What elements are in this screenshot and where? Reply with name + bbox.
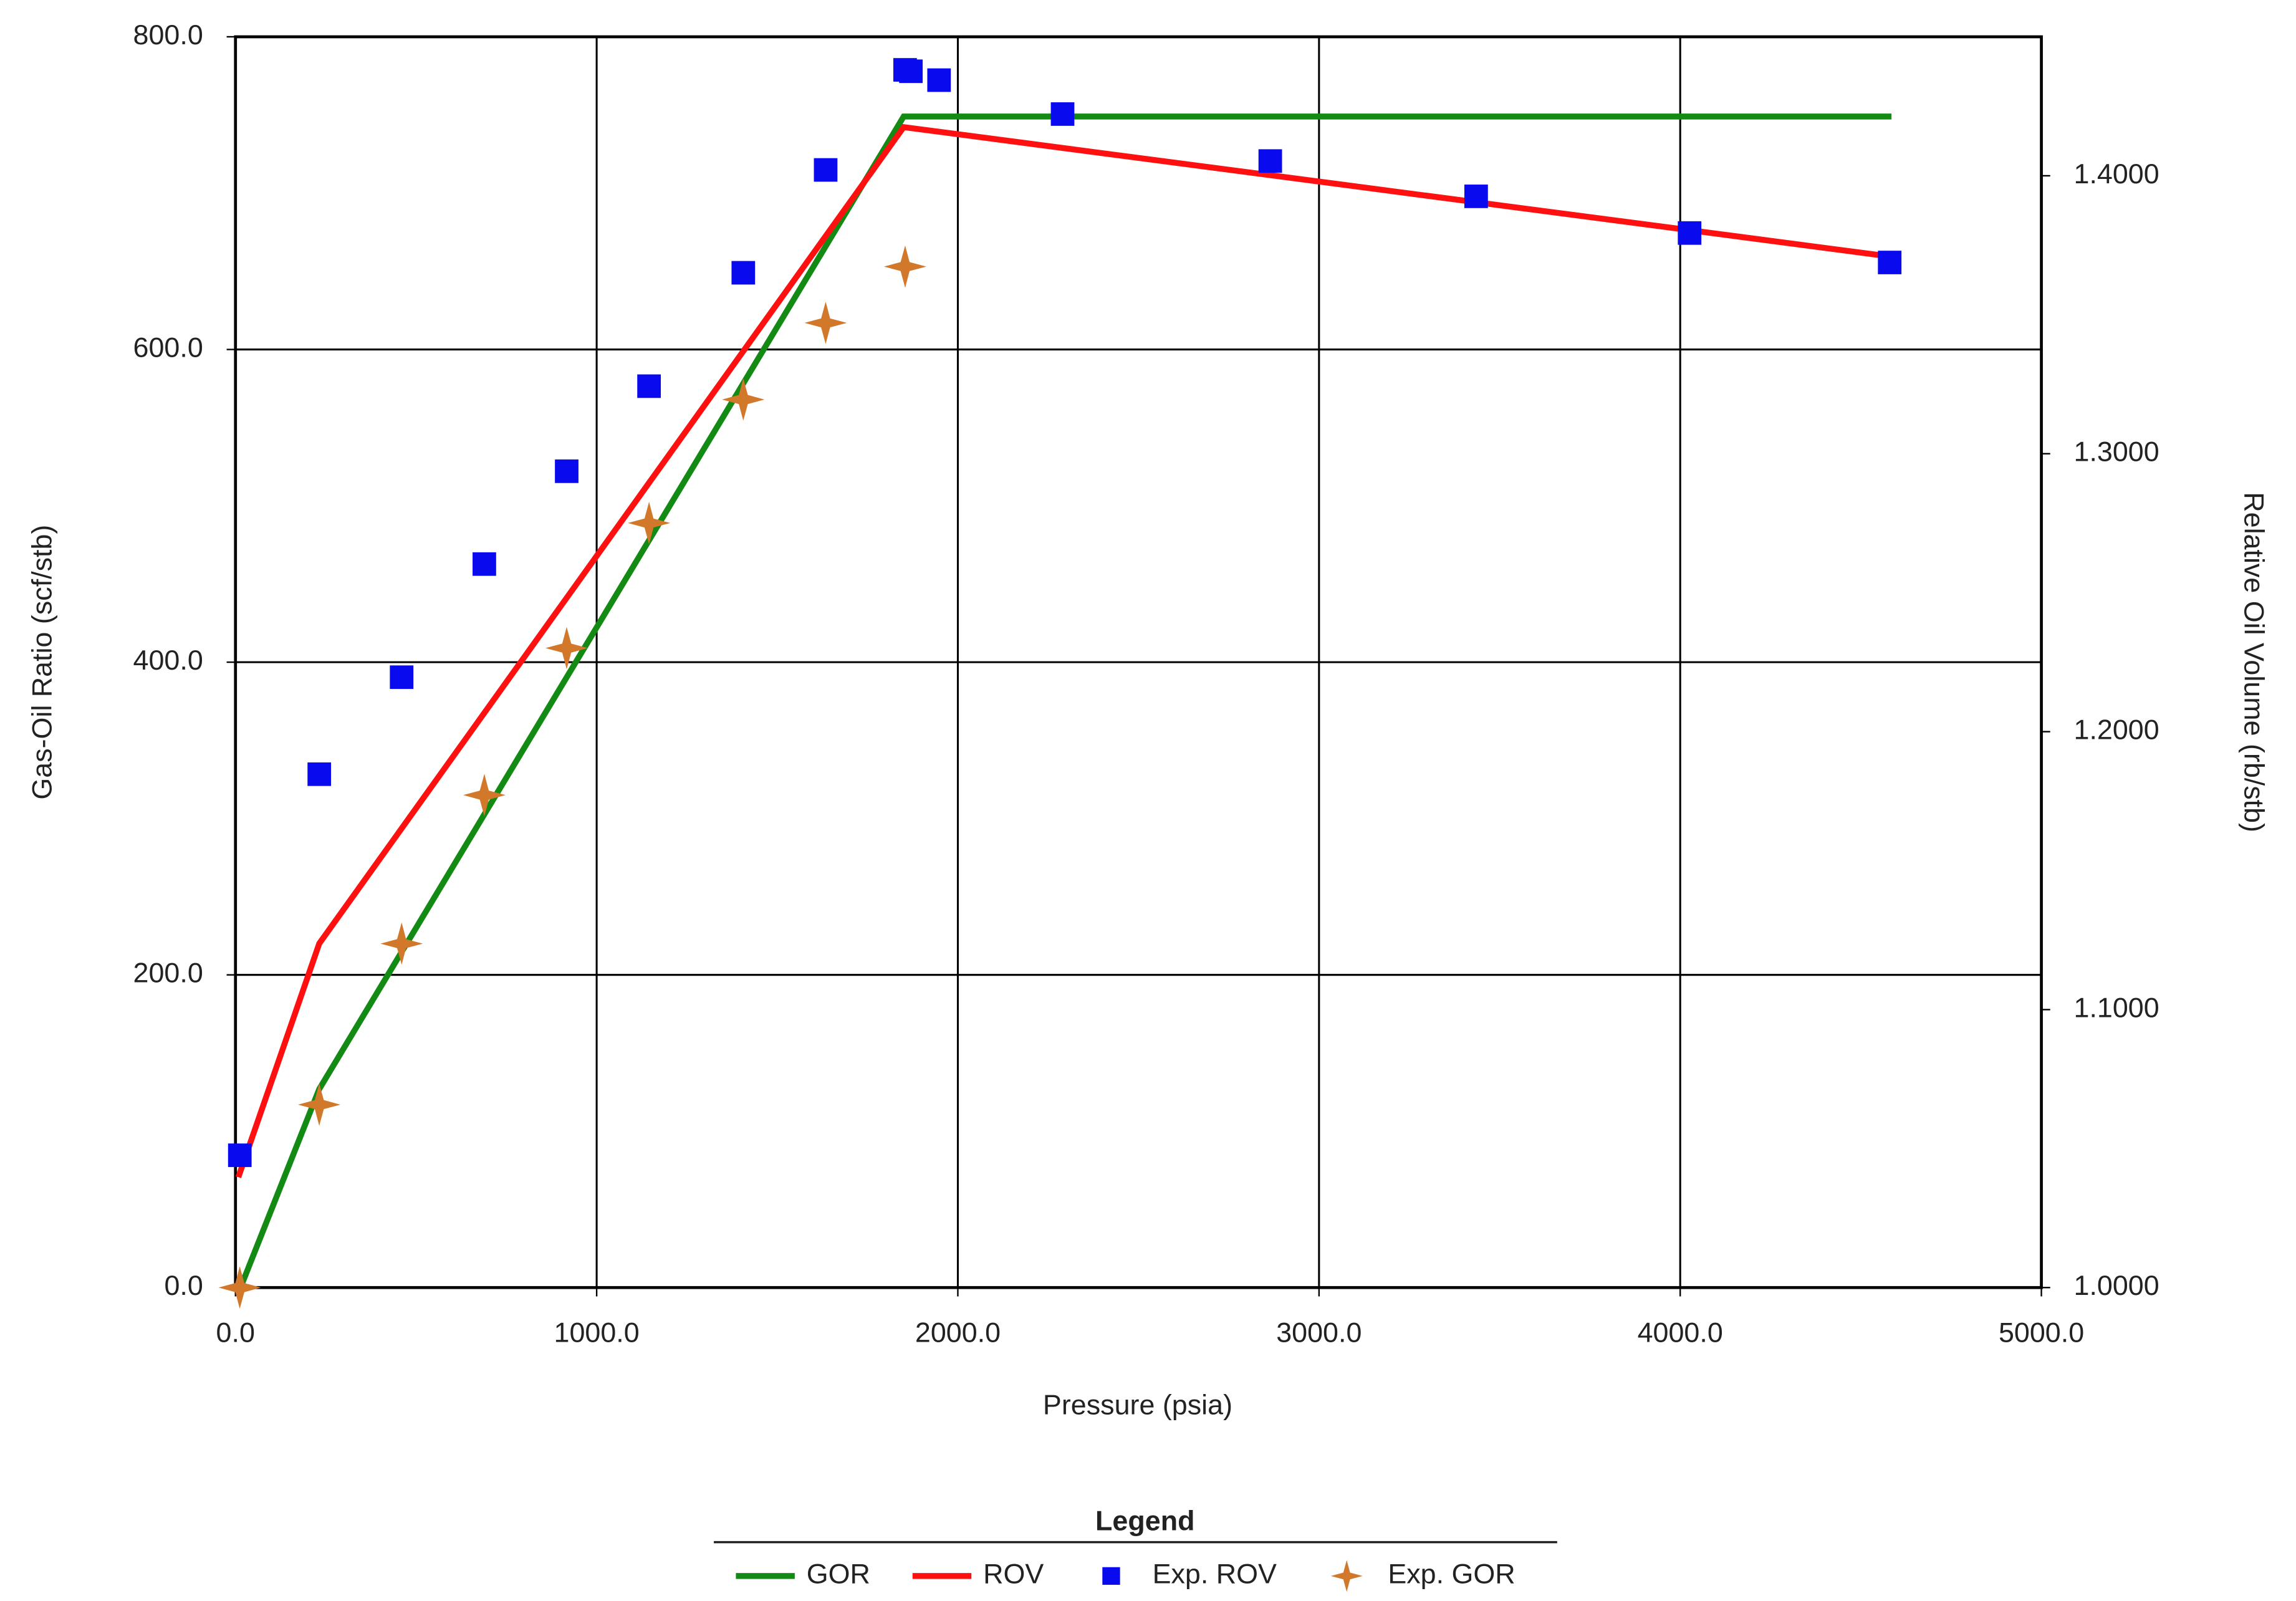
y-tick-label: 400.0 — [133, 644, 203, 676]
point — [637, 374, 661, 398]
y2-axis-title: Relative Oil Volume (rb/stb) — [2238, 492, 2270, 832]
legend-label: Exp. ROV — [1153, 1558, 1277, 1590]
y-tick-label: 0.0 — [164, 1269, 203, 1301]
y-tick-label: 200.0 — [133, 957, 203, 989]
y-tick-label: 800.0 — [133, 19, 203, 50]
point — [463, 774, 506, 817]
legend-label: GOR — [807, 1558, 870, 1590]
x-tick-label: 2000.0 — [915, 1317, 1001, 1349]
x-axis-title: Pressure (psia) — [1043, 1388, 1232, 1420]
series-line — [235, 123, 1892, 1178]
plot-frame — [234, 35, 2043, 1289]
legend-label: Exp. GOR — [1388, 1558, 1515, 1590]
point — [883, 245, 926, 288]
y2-tick-label: 1.4000 — [2074, 158, 2159, 190]
point — [218, 1266, 261, 1309]
point — [804, 301, 847, 344]
point — [555, 459, 579, 483]
x-tick-label: 4000.0 — [1638, 1317, 1723, 1349]
point — [307, 762, 332, 786]
x-tick-label: 1000.0 — [554, 1317, 640, 1349]
point — [228, 1143, 252, 1167]
y-axis-title: Gas-Oil Ratio (scf/stb) — [26, 525, 58, 800]
x-tick-label: 5000.0 — [1999, 1317, 2084, 1349]
point — [390, 665, 414, 690]
point — [298, 1083, 341, 1126]
point — [545, 627, 588, 670]
point — [380, 922, 423, 965]
legend-title: Legend — [1095, 1505, 1194, 1537]
point — [473, 552, 496, 576]
y-tick-label: 600.0 — [133, 331, 203, 363]
legend-swatch — [1330, 1560, 1363, 1592]
point — [899, 59, 923, 84]
point — [1050, 102, 1075, 126]
point — [628, 501, 671, 544]
point — [814, 158, 838, 182]
point — [1878, 251, 1902, 274]
legend-label: ROV — [983, 1558, 1044, 1590]
point — [731, 261, 756, 285]
point — [722, 378, 765, 421]
point — [927, 68, 951, 92]
y2-tick-label: 1.3000 — [2074, 436, 2159, 468]
x-tick-label: 3000.0 — [1276, 1317, 1362, 1349]
legend-swatch — [1102, 1567, 1120, 1585]
y2-tick-label: 1.2000 — [2074, 713, 2159, 745]
point — [1678, 221, 1702, 245]
point — [1258, 149, 1282, 173]
y2-tick-label: 1.0000 — [2074, 1269, 2159, 1301]
y2-tick-label: 1.1000 — [2074, 991, 2159, 1023]
x-tick-label: 0.0 — [216, 1317, 255, 1349]
series-line — [238, 113, 1892, 1289]
point — [1464, 185, 1488, 208]
